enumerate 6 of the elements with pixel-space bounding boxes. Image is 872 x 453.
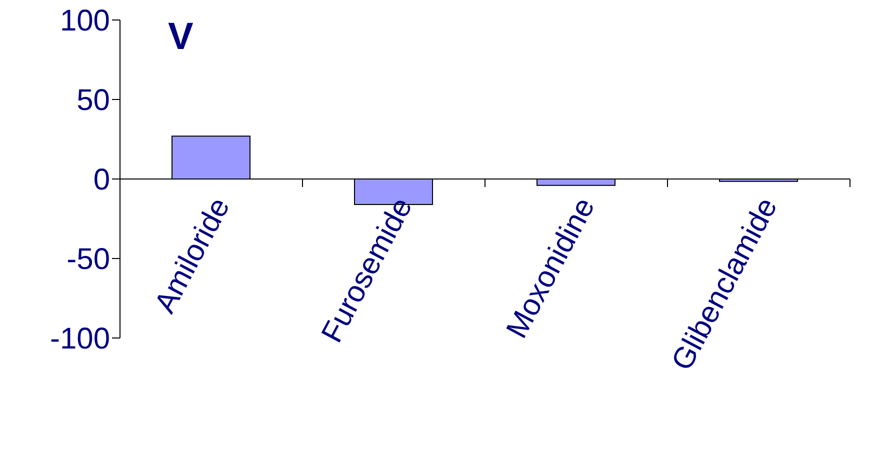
y-tick-label: 0	[93, 164, 110, 197]
y-tick-label: 100	[60, 4, 110, 38]
chart-title: V	[168, 16, 194, 59]
y-tick-label: 50	[76, 84, 110, 118]
y-tick-label: -50	[66, 243, 110, 276]
y-tick-label: -100	[50, 322, 110, 356]
